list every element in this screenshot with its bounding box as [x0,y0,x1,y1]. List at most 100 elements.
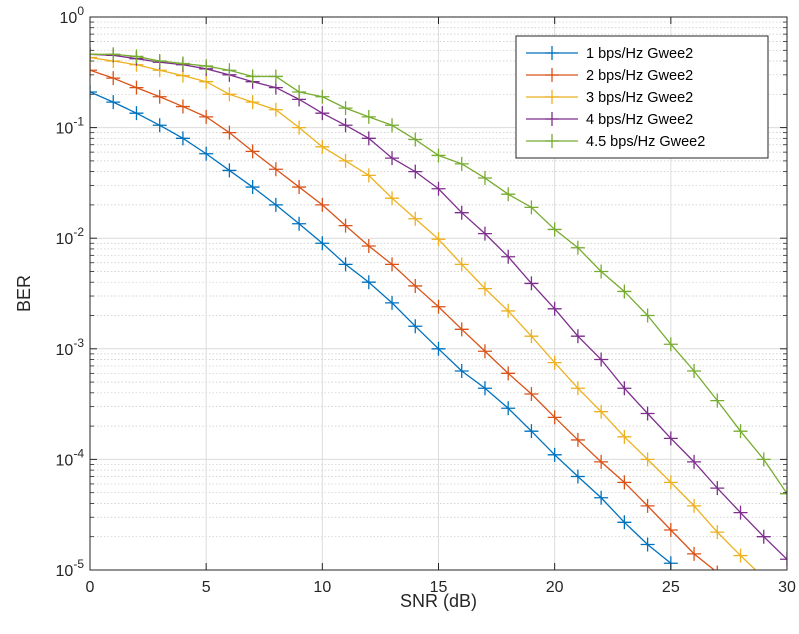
data-point [687,498,702,513]
data-point [617,475,632,490]
x-tick-label: 10 [313,579,331,596]
data-point [687,363,702,378]
data-point [431,299,446,314]
legend-label: 4 bps/Hz Gwee2 [586,112,693,128]
data-point [594,352,609,367]
data-point [338,101,353,116]
data-point [501,303,516,318]
data-point [268,102,283,117]
y-tick-label: 100 [60,4,85,27]
data-point [524,387,539,402]
legend-label: 3 bps/Hz Gwee2 [586,90,693,106]
data-point [106,71,121,86]
x-tick-label: 0 [86,579,95,596]
data-point [733,505,748,520]
data-point [408,211,423,226]
data-point [431,232,446,247]
data-point [756,452,771,467]
data-point [501,401,516,416]
data-point [408,278,423,293]
legend: 1 bps/Hz Gwee2 2 bps/Hz Gwee2 3 bps/Hz Gwe… [515,35,769,159]
legend-item: 1 bps/Hz Gwee2 [526,46,693,62]
data-point [385,257,400,272]
data-point [292,84,307,99]
data-point [570,240,585,255]
data-point [199,146,214,161]
y-axis-label: BER [14,275,34,312]
data-point [338,118,353,133]
axis-ticks [89,16,788,571]
data-point [385,151,400,166]
data-point [547,410,562,425]
x-tick-label: 20 [546,579,564,596]
legend-item: 3 bps/Hz Gwee2 [526,90,693,106]
legend-item: 4 bps/Hz Gwee2 [526,112,693,128]
legend-swatch-marker [545,68,559,82]
data-point [222,163,237,178]
data-point [640,308,655,323]
x-tick-label: 30 [778,579,796,596]
x-tick-label: 5 [202,579,211,596]
data-point [90,84,97,99]
data-point [547,355,562,370]
data-point [756,529,771,544]
data-point [361,109,376,124]
data-point [663,431,678,446]
data-point [292,180,307,195]
legend-label: 1 bps/Hz Gwee2 [586,46,693,62]
series-5 [90,47,787,501]
data-point [199,109,214,124]
data-point [710,393,725,408]
data-point [292,216,307,231]
data-point [617,515,632,530]
data-point [431,148,446,163]
data-point [570,469,585,484]
data-point [175,131,190,146]
data-point [594,264,609,279]
data-point [315,106,330,121]
data-point [408,319,423,334]
legend-swatch-marker [545,90,559,104]
data-point [640,498,655,513]
data-point [245,180,260,195]
data-point [431,341,446,356]
data-point [385,295,400,310]
data-point [315,236,330,251]
data-point [570,381,585,396]
data-point [617,381,632,396]
data-point [431,181,446,196]
data-point [361,168,376,183]
series-2 [90,63,718,570]
data-point [152,89,167,104]
data-point [617,429,632,444]
data-point [129,106,144,121]
data-point [524,329,539,344]
data-point [222,125,237,140]
data-point [640,537,655,552]
data-point [477,381,492,396]
data-point [90,50,97,65]
data-point [338,218,353,233]
data-point [733,424,748,439]
data-point [385,191,400,206]
legend-label: 4.5 bps/Hz Gwee2 [586,134,705,150]
data-point [454,322,469,337]
data-point [361,275,376,290]
legend-item: 2 bps/Hz Gwee2 [526,68,693,84]
data-point [129,80,144,95]
data-point [454,257,469,272]
data-point [454,205,469,220]
y-tick-label: 10-2 [56,225,85,248]
legend-swatch-marker [545,46,559,60]
data-point [547,447,562,462]
data-point [245,95,260,110]
data-point [477,171,492,186]
data-point [501,366,516,381]
data-point [90,63,97,78]
x-tick-labels: 0 5 10 15 20 25 30 [86,579,796,596]
data-point [733,548,748,563]
data-point [663,337,678,352]
data-point [477,344,492,359]
data-point [315,139,330,154]
